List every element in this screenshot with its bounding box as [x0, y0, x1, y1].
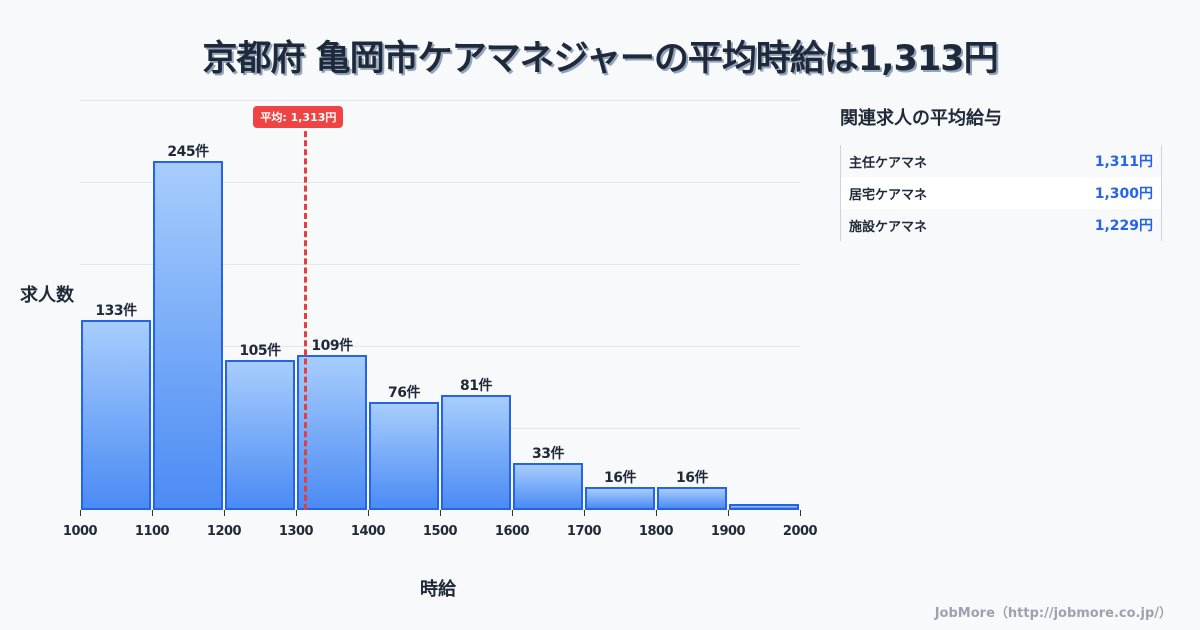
source-credit: JobMore（http://jobmore.co.jp/） [934, 606, 1172, 621]
job-name: 主任ケアマネ [849, 155, 928, 171]
bar-count-label: 16件 [604, 470, 636, 487]
x-tick [800, 510, 801, 516]
job-name: 施設ケアマネ [849, 219, 928, 235]
gridline [80, 428, 800, 429]
x-tick [440, 510, 441, 516]
job-name: 居宅ケアマネ [849, 187, 928, 203]
gridline [80, 264, 800, 265]
bar-count-label: 133件 [95, 303, 137, 320]
histogram-plot: 133件 245件 105件 109件 76件 81件 33件 16件 16件 平均: 1,31… [80, 100, 800, 510]
page-title: 京都府 亀岡市ケアマネジャーの平均時給は1,313円 [202, 39, 998, 79]
x-tick [296, 510, 297, 516]
x-tick-label: 1500 [422, 524, 458, 539]
related-salary-table: 主任ケアマネ 1,311円 居宅ケアマネ 1,300円 施設ケアマネ 1,229… [840, 145, 1162, 241]
bar-count-label: 33件 [532, 445, 564, 462]
histogram-bar [657, 487, 727, 510]
related-salary-row: 主任ケアマネ 1,311円 [841, 145, 1161, 177]
histogram-bar [729, 504, 799, 510]
x-tick [80, 510, 81, 516]
x-tick [368, 510, 369, 516]
x-tick-label: 1700 [566, 524, 602, 539]
histogram-bar [441, 394, 511, 510]
bar-count-label: 109件 [311, 337, 353, 354]
x-tick [224, 510, 225, 516]
y-axis-label: 求人数 [20, 285, 74, 306]
average-line [304, 122, 308, 510]
histogram-bar [585, 487, 655, 510]
histogram-bar [225, 360, 295, 510]
x-tick [656, 510, 657, 516]
related-salary-row: 施設ケアマネ 1,229円 [841, 209, 1161, 241]
histogram-bar [297, 354, 367, 510]
x-tick-label: 1300 [278, 524, 314, 539]
x-axis: 1000 1100 1200 1300 1400 1500 1600 1700 1800 1900… [63, 510, 818, 539]
bar-count-label: 76件 [388, 384, 420, 401]
bar-count-label: 245件 [167, 143, 209, 160]
x-tick [512, 510, 513, 516]
histogram-bar [369, 401, 439, 510]
gridline [80, 346, 800, 347]
histogram-bar [513, 462, 583, 510]
average-badge: 平均: 1,313円 [253, 106, 344, 128]
x-axis-label: 時給 [420, 579, 456, 600]
x-tick-label: 1200 [206, 524, 242, 539]
job-salary: 1,229円 [1094, 218, 1153, 234]
gridline [80, 182, 800, 183]
bar-count-label: 105件 [239, 343, 281, 360]
histogram-bar [153, 160, 223, 510]
x-tick-label: 1100 [134, 524, 170, 539]
related-salary-row: 居宅ケアマネ 1,300円 [841, 177, 1161, 209]
x-tick [728, 510, 729, 516]
x-tick-label: 1400 [350, 524, 386, 539]
x-tick-label: 1900 [710, 524, 746, 539]
gridline [80, 100, 800, 101]
bar-count-label: 16件 [676, 470, 708, 487]
x-tick-label: 1000 [62, 524, 98, 539]
bar-count-label: 81件 [460, 377, 492, 394]
x-tick-label: 1600 [494, 524, 530, 539]
x-tick [584, 510, 585, 516]
job-salary: 1,311円 [1094, 154, 1153, 170]
job-salary: 1,300円 [1094, 186, 1153, 202]
related-salary-title: 関連求人の平均給与 [840, 108, 1002, 129]
x-tick-label: 1800 [638, 524, 674, 539]
histogram-bar [81, 320, 151, 510]
x-tick [152, 510, 153, 516]
x-tick-label: 2000 [782, 524, 818, 539]
